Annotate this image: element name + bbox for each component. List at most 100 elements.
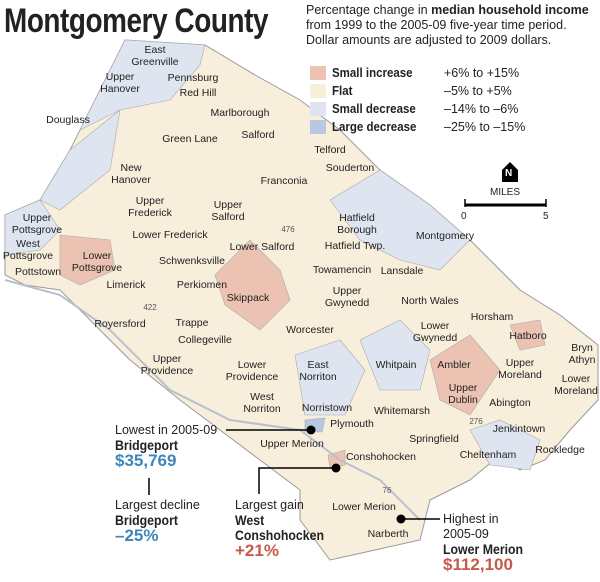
marker-west-conshohocken: [331, 463, 341, 473]
marker-lower-merion: [396, 514, 406, 524]
town-label: Upper Merion: [260, 438, 324, 450]
town-label: Lower Frederick: [132, 229, 208, 241]
town-label: Douglass: [46, 114, 90, 126]
town-label: Red Hill: [179, 87, 217, 99]
town-label: Jenkintown: [492, 423, 546, 435]
region-small-decrease-montgomery: [329, 169, 471, 271]
town-label: Skippack: [226, 292, 270, 304]
annotation-label: Highest in 2005-09: [443, 512, 499, 541]
legend-item: Small decrease –14% to –6%: [310, 100, 525, 118]
highway-shield-76: 76: [382, 486, 392, 495]
annotation-lowest: Lowest in 2005-09 Bridgeport $35,769: [115, 423, 218, 470]
legend-item: Small increase +6% to +15%: [310, 64, 525, 82]
annotation-value: $112,100: [443, 555, 513, 574]
legend-label: Small decrease: [332, 102, 416, 116]
town-label: Lower Providence: [225, 359, 279, 383]
town-label: Lower Moreland: [554, 373, 598, 397]
marker-bridgeport: [306, 425, 316, 435]
town-label: Trappe: [175, 317, 209, 329]
map-title: Montgomery County: [4, 2, 269, 40]
annotation-label: Largest decline: [115, 498, 200, 512]
town-label: Towamencin: [312, 264, 372, 276]
town-label: Upper Salford: [211, 199, 245, 223]
town-label: Upper Dublin: [448, 382, 478, 406]
legend-swatch: [310, 120, 326, 134]
annotation-label: Lowest in 2005-09: [115, 423, 218, 437]
region-small-decrease-norriton: [294, 339, 366, 416]
town-label: Hatfield Twp.: [324, 240, 386, 252]
callout-line-gain: [258, 467, 336, 494]
annotation-value: +21%: [235, 541, 279, 560]
town-label: Upper Pottsgrove: [11, 212, 63, 236]
north-label: N: [505, 168, 513, 179]
highway-shield-422: 422: [143, 303, 157, 312]
legend-label: Small increase: [332, 66, 413, 80]
annotation-value: –25%: [115, 526, 159, 545]
scale-min: 0: [461, 211, 467, 222]
annotation-largest-decline: Largest decline Bridgeport –25%: [115, 498, 200, 545]
town-label: Upper Gwynedd: [324, 285, 370, 309]
town-label: Collegeville: [178, 334, 232, 346]
town-label: Marlborough: [210, 107, 270, 119]
scale-max: 5: [543, 211, 549, 222]
annotation-place: Bridgeport: [115, 437, 178, 453]
legend: Small increase +6% to +15% Flat –5% to +5%…: [310, 64, 525, 136]
town-label: Whitemarsh: [373, 405, 431, 417]
town-label: Abington: [489, 397, 531, 409]
town-label: East Norriton: [299, 359, 337, 383]
annotation-place: West Conshohocken: [235, 512, 324, 543]
annotation-place: Lower Merion: [443, 541, 524, 557]
town-label: Cheltenham: [459, 449, 517, 461]
town-label: Upper Providence: [140, 353, 194, 377]
town-label: Conshohocken: [345, 451, 417, 463]
town-label: Royersford: [94, 318, 146, 330]
town-label: Hatfield Borough: [337, 212, 377, 236]
town-label: Upper Hanover: [100, 71, 140, 95]
region-small-increase-hatboro: [509, 319, 546, 351]
town-label: Worcester: [286, 324, 334, 336]
intro-suffix: from 1999 to the 2005-09 five-year time …: [306, 18, 567, 47]
region-small-increase-skippack: [214, 239, 291, 331]
legend-swatch: [310, 66, 326, 80]
town-label: Whitpain: [375, 359, 417, 371]
town-label: Upper Frederick: [128, 195, 172, 219]
legend-range: –14% to –6%: [444, 102, 519, 116]
town-label: West Pottsgrove: [2, 238, 54, 262]
region-small-decrease-whitpain: [359, 319, 431, 391]
town-label: Perkiomen: [176, 279, 228, 291]
annotation-label: Largest gain: [235, 498, 304, 512]
town-label: Lower Gwynedd: [412, 320, 458, 344]
town-label: Lansdale: [380, 265, 424, 277]
town-label: Pottstown: [14, 266, 62, 278]
town-label: West Norriton: [243, 391, 281, 415]
annotation-place: Bridgeport: [115, 512, 178, 528]
legend-range: –5% to +5%: [444, 84, 512, 98]
town-label: Norristown: [301, 402, 353, 414]
legend-range: +6% to +15%: [444, 66, 520, 80]
legend-swatch: [310, 102, 326, 116]
town-label: East Greenville: [131, 44, 179, 68]
town-label: Lower Merion: [332, 501, 396, 513]
region-small-decrease-douglass: [39, 109, 121, 211]
town-label: Hatboro: [509, 330, 547, 342]
town-label: North Wales: [401, 295, 459, 307]
annotation-highest: Highest in 2005-09 Lower Merion $112,100: [443, 512, 534, 574]
region-small-increase-upper-dublin: [429, 334, 501, 416]
town-label: Limerick: [106, 279, 146, 291]
north-arrow-icon: [502, 162, 518, 182]
town-label: Upper Moreland: [498, 357, 542, 381]
town-label: Souderton: [325, 162, 375, 174]
town-label: Salford: [241, 129, 275, 141]
town-label: Montgomery: [415, 230, 475, 242]
town-label: Ambler: [437, 359, 471, 371]
town-label: Plymouth: [330, 418, 374, 430]
town-label: Franconia: [260, 175, 308, 187]
town-label: Lower Salford: [229, 241, 295, 253]
town-label: Horsham: [470, 311, 514, 323]
annotation-value: $35,769: [115, 451, 177, 470]
legend-item: Large decrease –25% to –15%: [310, 118, 525, 136]
annotation-largest-gain: Largest gain West Conshohocken +21%: [235, 498, 336, 560]
town-label: Green Lane: [162, 133, 218, 145]
